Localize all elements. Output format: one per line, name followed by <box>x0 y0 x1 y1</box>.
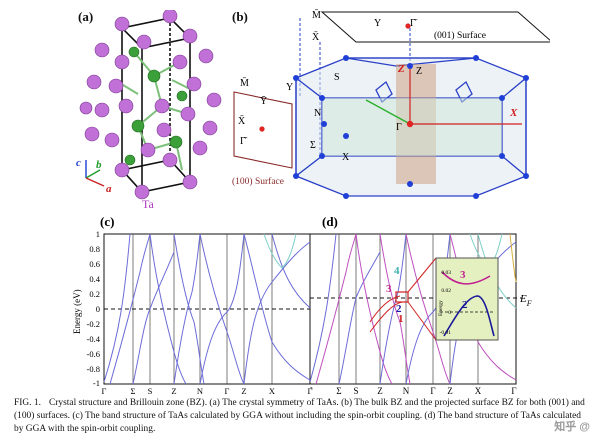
bz-G: Γ <box>396 122 402 133</box>
xtick: S <box>353 386 358 396</box>
ytick: 0.4 <box>89 274 100 284</box>
xtick: Σ <box>336 386 341 396</box>
axis-a-label: a <box>106 183 112 195</box>
caption-lead: FIG. 1. <box>14 398 41 408</box>
panel-d-label: (d) <box>322 214 338 229</box>
panel-b-label: (b) <box>232 9 248 24</box>
s100-M: M̄ <box>240 77 249 89</box>
s100-title: (100) Surface <box>232 176 284 187</box>
figure-caption: FIG. 1. Crystal structure and Brillouin z… <box>14 397 589 436</box>
bz-Sigma: Σ <box>310 140 316 151</box>
ytick: 0.8 <box>89 244 100 254</box>
xtick: Z <box>447 386 453 396</box>
band-structure-d: (d) <box>310 214 532 396</box>
xtick: N <box>197 386 203 396</box>
inset-ytick: 0.02 <box>441 288 451 294</box>
ytick: 1 <box>96 229 100 239</box>
inset-ytick: -0.01 <box>440 330 452 336</box>
inset-ylabel: Energy <box>438 300 444 316</box>
band-label-1: 1 <box>398 313 404 325</box>
s001-X: X̄ <box>312 31 320 43</box>
band-label-2: 2 <box>396 303 402 315</box>
band-structure-c: (c) 1 0.8 0.6 0.4 0.2 0 -0.2 -0.4 -0.6 -… <box>72 214 313 396</box>
crystal-structure: c b a Ta <box>76 10 222 210</box>
fermi-E: E <box>519 293 527 305</box>
inset-ytick: 0.03 <box>441 270 451 276</box>
axis-c-label: c <box>76 157 81 169</box>
watermark: 知乎 @ <box>554 421 590 433</box>
xtick: Γ <box>430 386 435 396</box>
xtick: Γ <box>102 386 107 396</box>
xtick: Γ <box>310 386 313 396</box>
ta-label: Ta <box>142 197 154 210</box>
brillouin-zone: M̄ Y Γ̄ X̄ (001) Surface M̄ Ȳ X̄ Γ̄ (100… <box>232 9 550 199</box>
ytick: 0 <box>96 304 100 314</box>
inset-label-3: 3 <box>460 269 466 281</box>
bz-X-red: X <box>509 107 518 119</box>
xtick: S <box>148 386 153 396</box>
caption-text: Crystal structure and Brillouin zone (BZ… <box>14 398 585 434</box>
xtick: Γ <box>511 386 516 396</box>
s100-Y: Ȳ <box>260 96 267 107</box>
s100-G: Γ̄ <box>240 136 248 147</box>
panel-c-label: (c) <box>100 214 114 229</box>
bz-Y: Y <box>286 82 293 93</box>
s100-X: X̄ <box>238 115 246 127</box>
axis-b-label: b <box>96 159 102 171</box>
s001-title: (001) Surface <box>434 30 486 41</box>
ytick: -0.8 <box>87 364 100 374</box>
xtick: Z <box>241 386 246 396</box>
xtick: Z <box>377 386 383 396</box>
xtick: Γ <box>225 386 230 396</box>
bz-Z-red: Z <box>397 63 405 75</box>
band-label-3: 3 <box>386 283 392 295</box>
xtick: Σ <box>131 386 136 396</box>
bz-X: X <box>342 152 350 163</box>
xtick: Z <box>171 386 176 396</box>
inset-ytick: 0 <box>448 310 451 316</box>
bz-N: N <box>314 108 321 119</box>
inset-label-2: 2 <box>462 299 468 311</box>
ytick: 0.6 <box>89 259 100 269</box>
fermi-label: EF <box>519 293 532 308</box>
ytick: -0.2 <box>87 319 100 329</box>
xtick: X <box>475 386 482 396</box>
ytick: -1 <box>93 378 100 388</box>
xtick: X <box>269 386 275 396</box>
panel-c-ylabel: Energy (eV) <box>72 289 82 334</box>
ytick: 0.2 <box>89 289 100 299</box>
fermi-sub: F <box>526 299 532 308</box>
ytick: -0.6 <box>87 349 100 359</box>
band-label-4: 4 <box>394 265 400 277</box>
s001-M: M̄ <box>312 9 321 21</box>
bz-S: S <box>334 72 340 83</box>
panel-a-label: (a) <box>78 9 94 24</box>
xtick: N <box>403 386 410 396</box>
ytick: -0.4 <box>87 334 101 344</box>
s001-G: Γ̄ <box>410 18 418 29</box>
xtick: Γ <box>308 386 313 396</box>
bz-Z: Z <box>416 66 422 77</box>
s001-Y: Y <box>374 18 381 29</box>
